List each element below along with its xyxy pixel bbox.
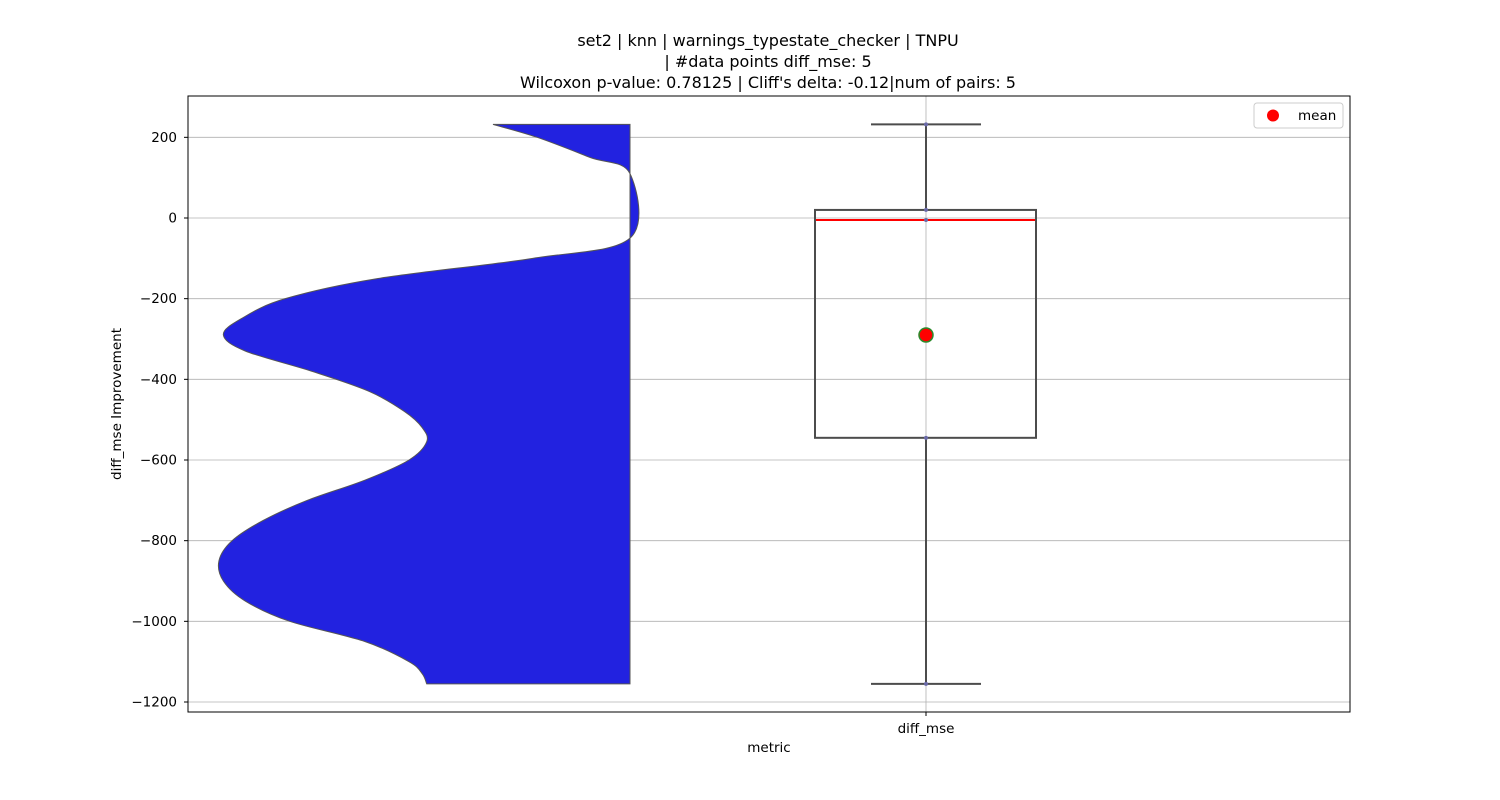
y-tick-label: −1200 bbox=[131, 695, 177, 711]
y-axis-label: diff_mse Improvement bbox=[109, 328, 125, 480]
title-line-2: | #data points diff_mse: 5 bbox=[664, 52, 871, 72]
legend-label-mean: mean bbox=[1298, 108, 1336, 124]
legend: mean bbox=[1253, 102, 1344, 129]
y-axis-ticks: 200 0 −200 −400 −600 −800 −1000 −1200 bbox=[131, 130, 188, 711]
x-tick-label-diff-mse: diff_mse bbox=[898, 721, 955, 737]
plot-area-frame bbox=[187, 95, 1351, 713]
violin-body bbox=[217, 123, 640, 685]
box-plot bbox=[814, 122, 1037, 686]
data-point bbox=[924, 435, 928, 440]
x-axis-ticks: diff_mse bbox=[898, 712, 955, 737]
data-point bbox=[924, 207, 928, 212]
title-line-3: Wilcoxon p-value: 0.78125 | Cliff's delt… bbox=[520, 73, 1016, 92]
chart-title: set2 | knn | warnings_typestate_checker … bbox=[520, 31, 1016, 92]
x-axis-label: metric bbox=[747, 740, 790, 756]
iqr-box bbox=[814, 208, 1037, 439]
data-point bbox=[924, 218, 928, 223]
y-tick-label: −400 bbox=[140, 372, 177, 388]
legend-box bbox=[1253, 102, 1344, 129]
legend-mean-marker bbox=[1267, 109, 1279, 122]
y-tick-label: 0 bbox=[168, 211, 177, 227]
mean-marker bbox=[918, 327, 934, 343]
y-tick-label: −200 bbox=[140, 291, 177, 307]
title-line-1: set2 | knn | warnings_typestate_checker … bbox=[577, 31, 958, 51]
violin-plot bbox=[217, 123, 640, 685]
y-tick-label: −600 bbox=[140, 453, 177, 469]
data-point bbox=[924, 122, 928, 127]
y-tick-label: 200 bbox=[151, 130, 177, 146]
y-tick-label: −800 bbox=[140, 533, 177, 549]
data-point bbox=[924, 681, 928, 686]
y-tick-label: −1000 bbox=[131, 614, 177, 630]
